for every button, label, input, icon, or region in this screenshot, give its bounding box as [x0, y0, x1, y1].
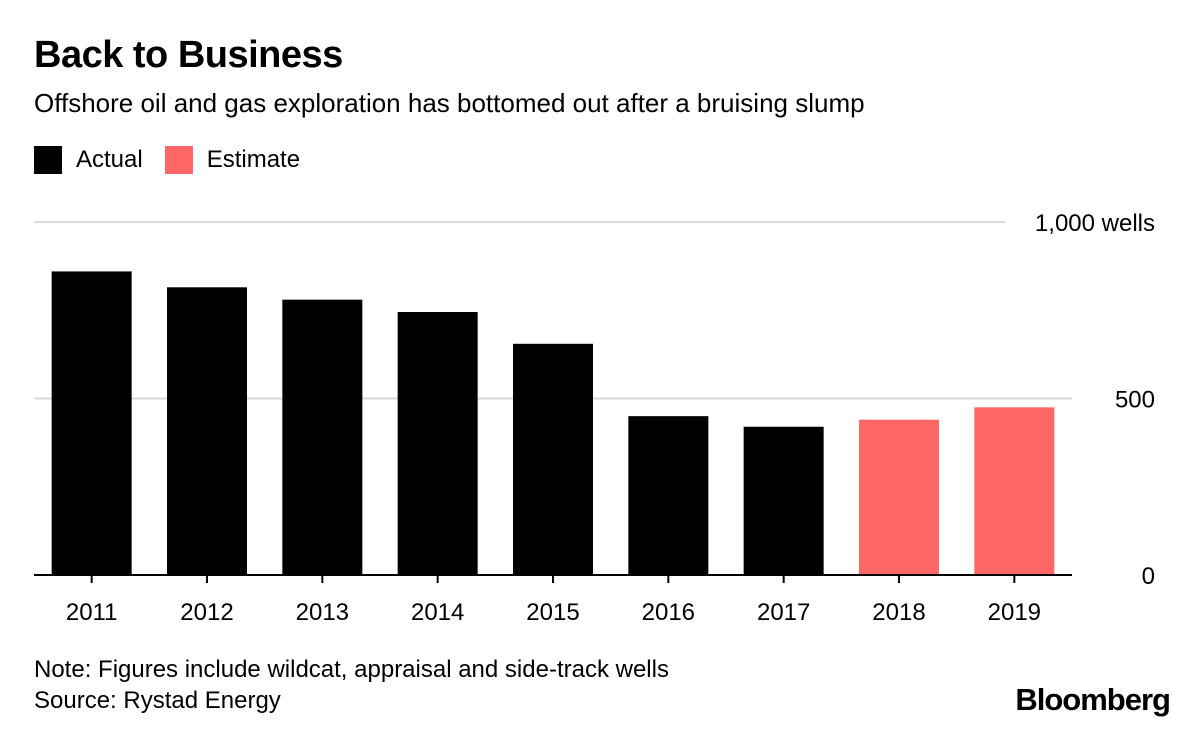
y-tick-label: 1,000 wells [1035, 210, 1155, 237]
bloomberg-logo: Bloomberg [1015, 682, 1171, 717]
bar-estimate-2019 [974, 407, 1055, 575]
x-tick-label: 2013 [296, 599, 349, 626]
x-tick-label: 2012 [180, 599, 233, 626]
legend-swatch-actual [34, 146, 62, 174]
x-tick-label: 2018 [872, 599, 925, 626]
bar-actual-2012 [167, 287, 247, 575]
bar-actual-2013 [282, 299, 363, 575]
y-tick-label: 500 [1115, 387, 1155, 414]
bar-actual-2014 [397, 312, 478, 575]
legend: Actual Estimate [34, 146, 322, 174]
legend-label-actual: Actual [76, 146, 143, 173]
legend-item-actual: Actual [34, 146, 143, 174]
legend-item-estimate: Estimate [164, 146, 301, 174]
bar-actual-2011 [51, 271, 132, 575]
footnote: Note: Figures include wildcat, appraisal… [34, 656, 669, 683]
chart-title: Back to Business [34, 34, 343, 76]
x-tick-label: 2011 [66, 599, 118, 626]
bar-estimate-2018 [859, 419, 939, 575]
legend-swatch-estimate [164, 146, 193, 174]
x-tick-label: 2016 [642, 599, 695, 626]
x-tick-label: 2015 [526, 599, 579, 626]
source-line: Source: Rystad Energy [34, 687, 281, 714]
bar-actual-2017 [743, 426, 824, 575]
x-tick-label: 2017 [757, 599, 810, 626]
legend-label-estimate: Estimate [206, 146, 301, 173]
bar-actual-2016 [628, 416, 709, 575]
x-tick-label: 2014 [411, 599, 464, 626]
chart-subtitle: Offshore oil and gas exploration has bot… [34, 88, 865, 118]
bar-actual-2015 [513, 343, 593, 575]
x-tick-label: 2019 [988, 599, 1041, 626]
y-tick-label: 0 [1142, 563, 1155, 590]
